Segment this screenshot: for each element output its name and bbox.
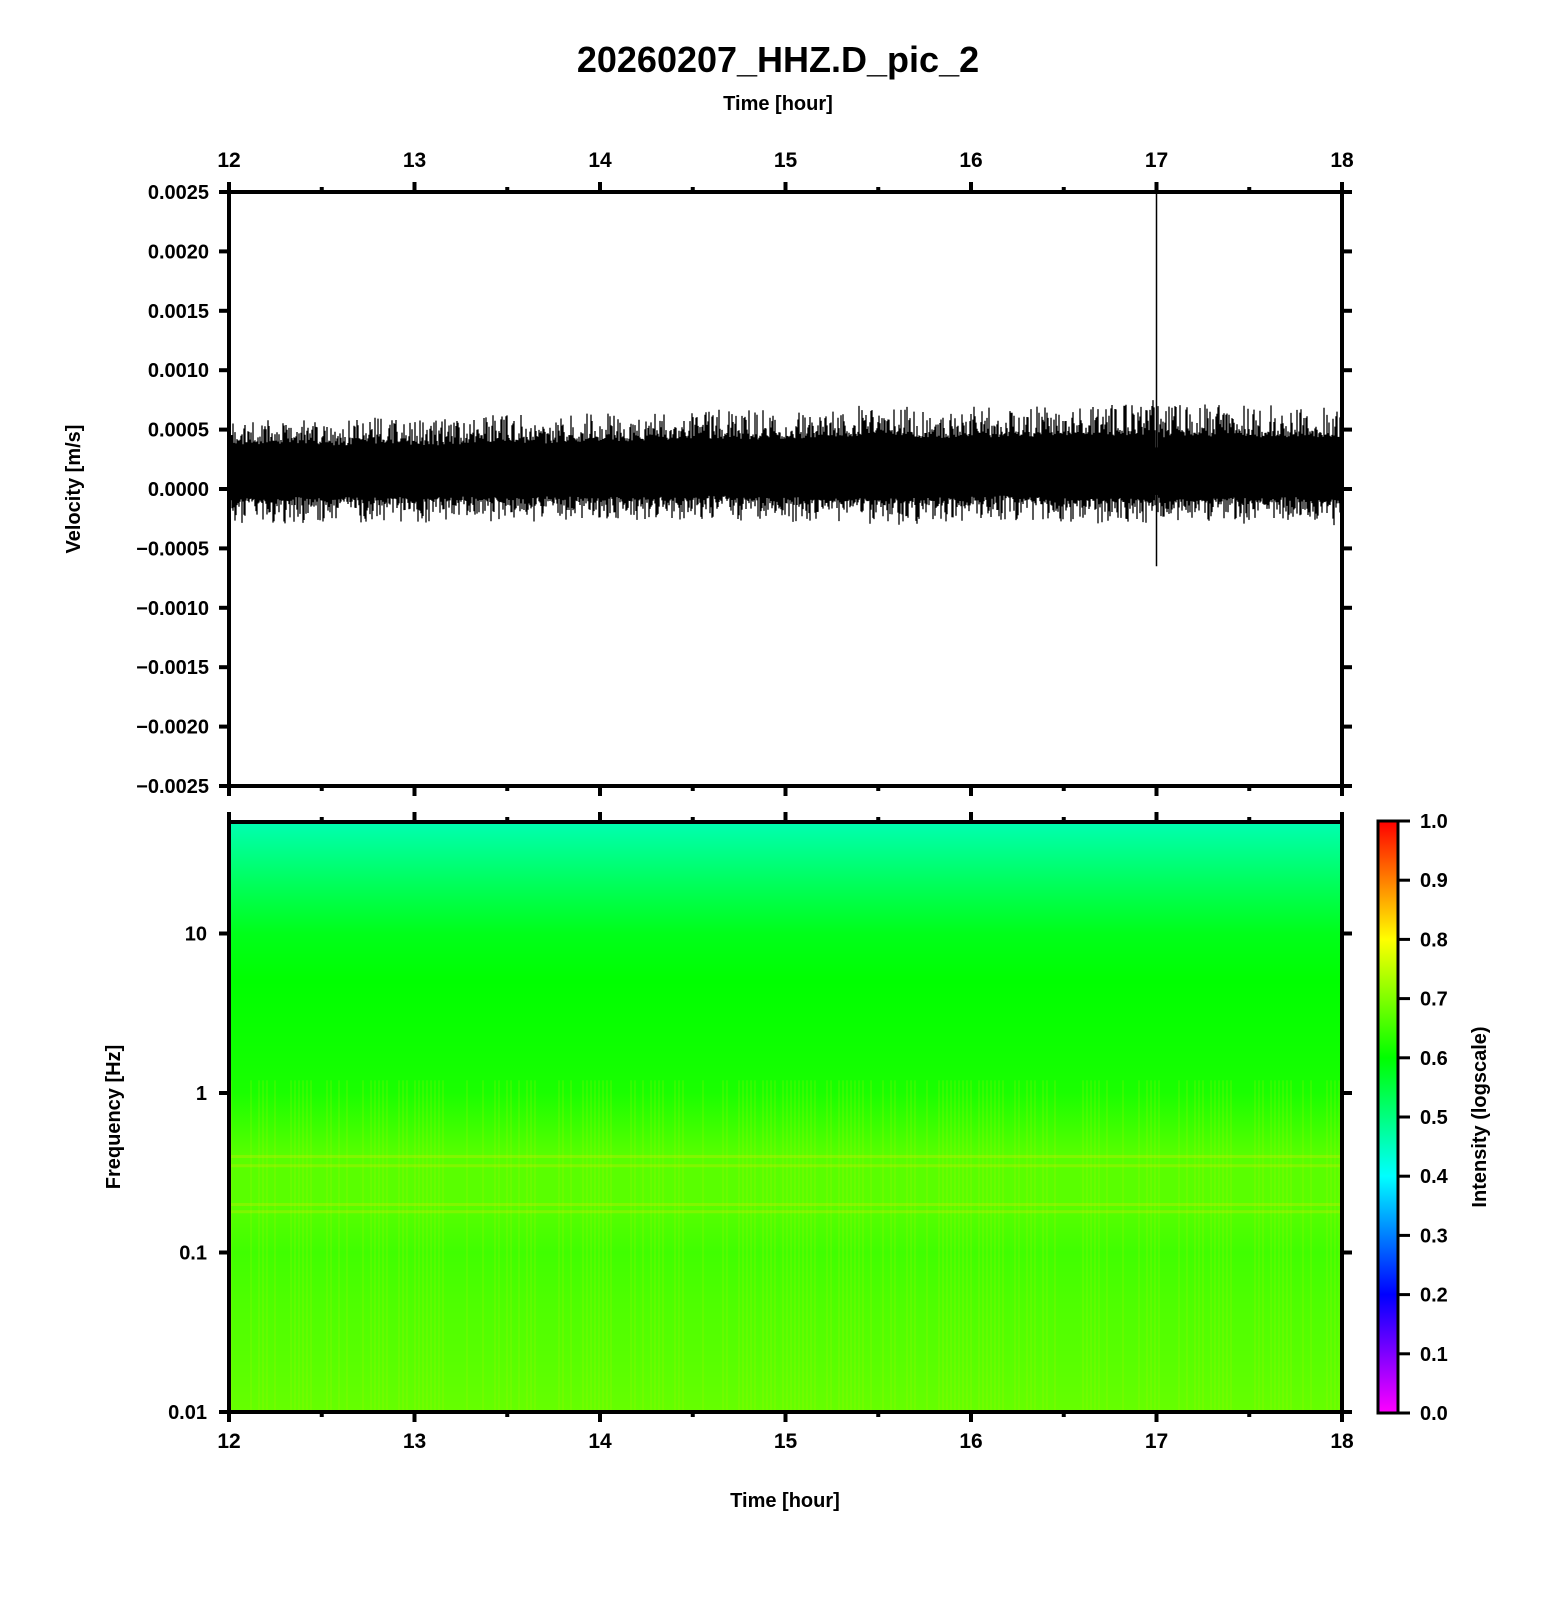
freq-tick-label: 0.01 bbox=[168, 1402, 207, 1424]
top-x-axis-label: Time [hour] bbox=[723, 93, 833, 115]
y-tick-label: 0.0000 bbox=[148, 479, 209, 501]
colorbar-gradient bbox=[1376, 819, 1400, 1415]
colorbar-tick-label: 0.7 bbox=[1420, 989, 1448, 1011]
y-tick-label: −0.0015 bbox=[136, 657, 209, 679]
y-tick-label: −0.0005 bbox=[136, 538, 209, 560]
colorbar: 1.0 0.9 0.8 0.7 0.6 0.5 0.4 0.3 0.2 0.1 0.0 bbox=[1376, 811, 1449, 1425]
spectrogram-band-lines bbox=[231, 1155, 1340, 1214]
x-tick-label-top: 13 bbox=[403, 149, 426, 172]
spectrogram-image bbox=[229, 822, 1342, 1412]
x-tick-label-bottom: 15 bbox=[774, 1430, 798, 1453]
colorbar-tick-label: 0.5 bbox=[1420, 1107, 1448, 1129]
x-tick-label-bottom: 16 bbox=[959, 1430, 982, 1453]
y-tick-label: −0.0010 bbox=[136, 598, 209, 620]
freq-tick-label: 10 bbox=[185, 923, 207, 945]
y-tick-label: −0.0020 bbox=[136, 717, 209, 739]
colorbar-tick-label: 0.9 bbox=[1420, 870, 1448, 892]
x-tick-label-bottom: 18 bbox=[1330, 1430, 1354, 1453]
x-tick-label-top: 16 bbox=[959, 149, 982, 172]
x-tick-label-top: 12 bbox=[217, 149, 240, 172]
colorbar-tick-label: 0.3 bbox=[1420, 1225, 1448, 1247]
y-tick-label: 0.0010 bbox=[148, 360, 209, 382]
y-tick-label: 0.0015 bbox=[148, 301, 209, 323]
x-tick-label-bottom: 13 bbox=[403, 1430, 426, 1453]
waveform-trace bbox=[230, 192, 1341, 567]
colorbar-ticks: 1.0 0.9 0.8 0.7 0.6 0.5 0.4 0.3 0.2 0.1 0.0 bbox=[1398, 811, 1449, 1425]
bottom-x-axis-label: Time [hour] bbox=[730, 1490, 840, 1512]
waveform-panel: 12 13 14 15 16 17 18 0.0025 0.0020 0.0015 0.0010 0.… bbox=[136, 149, 1354, 798]
colorbar-tick-label: 1.0 bbox=[1420, 811, 1448, 833]
colorbar-tick-label: 0.4 bbox=[1420, 1166, 1449, 1188]
y-tick-label: 0.0020 bbox=[148, 241, 209, 263]
colorbar-tick-label: 0.2 bbox=[1420, 1285, 1448, 1307]
colorbar-tick-label: 0.0 bbox=[1420, 1403, 1448, 1425]
velocity-axis-label: Velocity [m/s] bbox=[63, 425, 85, 554]
freq-tick-label: 1 bbox=[196, 1083, 207, 1105]
waveform-axes: 12 13 14 15 16 17 18 0.0025 0.0020 0.0015 0.0010 0.… bbox=[136, 149, 1354, 798]
colorbar-tick-label: 0.1 bbox=[1420, 1344, 1448, 1366]
x-tick-label-bottom: 17 bbox=[1145, 1430, 1168, 1453]
colorbar-tick-label: 0.6 bbox=[1420, 1048, 1448, 1070]
y-tick-label: −0.0025 bbox=[136, 776, 209, 798]
y-tick-label: 0.0025 bbox=[148, 182, 209, 204]
x-tick-label-bottom: 12 bbox=[217, 1430, 240, 1453]
spectrogram-panel: 12 13 14 15 16 17 18 0.01 0.1 1 10 bbox=[168, 812, 1354, 1453]
frequency-axis-label: Frequency [Hz] bbox=[103, 1045, 125, 1189]
freq-tick-label: 0.1 bbox=[179, 1242, 207, 1264]
y-tick-label: 0.0005 bbox=[148, 420, 209, 442]
x-tick-label-top: 18 bbox=[1330, 149, 1354, 172]
colorbar-tick-label: 0.8 bbox=[1420, 929, 1448, 951]
waveform-core bbox=[231, 447, 1340, 495]
x-tick-label-top: 14 bbox=[588, 149, 612, 172]
spectrogram-axes: 12 13 14 15 16 17 18 0.01 0.1 1 10 bbox=[168, 812, 1354, 1453]
x-tick-label-bottom: 14 bbox=[588, 1430, 612, 1453]
chart-title: 20260207_HHZ.D_pic_2 bbox=[577, 39, 979, 80]
x-tick-label-top: 17 bbox=[1145, 149, 1168, 172]
colorbar-label: Intensity (logscale) bbox=[1469, 1026, 1491, 1207]
x-tick-label-top: 15 bbox=[774, 149, 798, 172]
